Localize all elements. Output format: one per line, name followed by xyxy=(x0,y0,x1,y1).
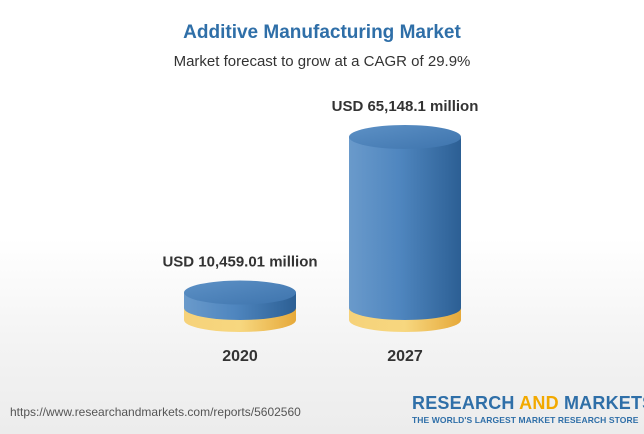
value-label-2020: USD 10,459.01 million xyxy=(162,254,317,271)
brand-name: RESEARCH AND MARKETS xyxy=(412,393,644,414)
bar-top-2027 xyxy=(349,125,461,149)
brand-part-and: AND xyxy=(519,393,559,413)
category-label-2020: 2020 xyxy=(222,348,258,365)
category-label-2027: 2027 xyxy=(387,348,423,365)
chart-title: Additive Manufacturing Market xyxy=(183,22,461,43)
value-label-2027: USD 65,148.1 million xyxy=(332,98,479,115)
brand-part-research: RESEARCH xyxy=(412,393,515,413)
brand-logo: RESEARCH AND MARKETS THE WORLD'S LARGEST… xyxy=(412,393,644,425)
source-url[interactable]: https://www.researchandmarkets.com/repor… xyxy=(10,405,301,419)
brand-tagline: THE WORLD'S LARGEST MARKET RESEARCH STOR… xyxy=(412,415,639,425)
bar-2027 xyxy=(349,137,461,320)
chart-subtitle: Market forecast to grow at a CAGR of 29.… xyxy=(173,53,471,70)
bar-top-2020 xyxy=(184,280,296,305)
brand-part-markets: MARKETS xyxy=(563,393,644,413)
